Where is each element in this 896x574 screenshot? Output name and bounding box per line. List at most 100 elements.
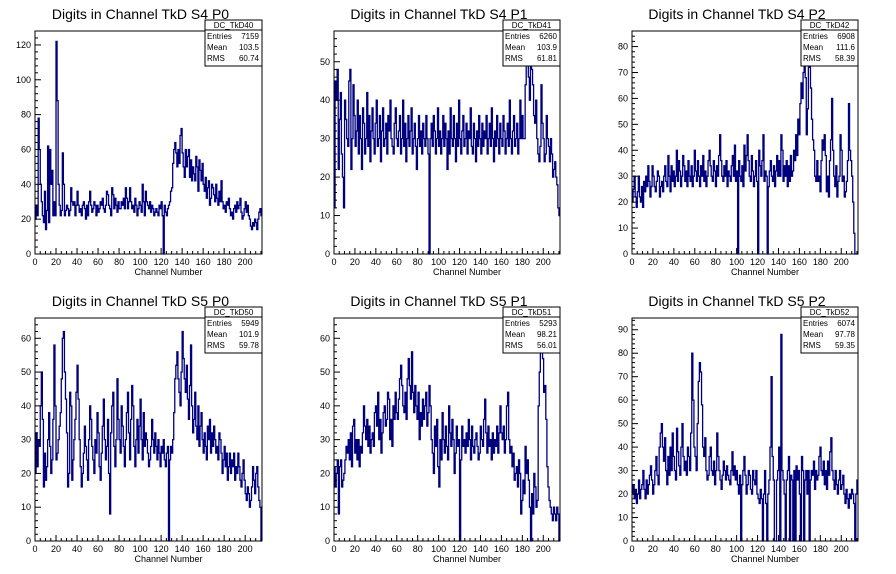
x-tick-label: 20	[350, 544, 360, 554]
x-tick-label: 20	[648, 257, 658, 267]
x-tick-label: 200	[238, 257, 253, 267]
histogram-series	[35, 330, 262, 542]
x-tick-label: 180	[515, 257, 530, 267]
y-tick-label: 90	[618, 325, 628, 335]
x-tick-label: 120	[452, 544, 467, 554]
x-tick-label: 200	[536, 257, 551, 267]
y-tick-label: 40	[21, 401, 31, 411]
y-tick-label: 10	[618, 223, 628, 233]
plot-frame	[631, 317, 859, 542]
x-tick-label: 80	[114, 544, 124, 554]
x-tick-label: 20	[51, 544, 61, 554]
x-tick-label: 60	[93, 257, 103, 267]
stats-value: 58.39	[835, 54, 856, 63]
stats-box-frame	[800, 306, 859, 354]
stats-label: Entries	[207, 319, 232, 328]
y-tick-label: 0	[623, 249, 628, 259]
stats-value: 59.35	[835, 341, 856, 350]
x-tick-label: 100	[431, 257, 446, 267]
panel-title: Digits in Channel TkD S4 P2	[648, 6, 825, 22]
y-tick-label: 80	[21, 110, 31, 120]
y-tick-label: 60	[21, 333, 31, 343]
x-tick-label: 60	[690, 257, 700, 267]
x-tick-label: 20	[350, 257, 360, 267]
stats-value: 103.9	[537, 43, 558, 52]
stats-label: Mean	[803, 330, 823, 339]
stats-name: DC_TkD41	[512, 21, 552, 30]
x-tick-label: 200	[238, 544, 253, 554]
stats-name: DC_TkD40	[214, 21, 254, 30]
histogram-series	[334, 330, 560, 542]
x-tick-label: 120	[750, 257, 765, 267]
y-tick-label: 0	[325, 536, 330, 546]
x-tick-label: 120	[154, 257, 169, 267]
x-tick-label: 160	[792, 544, 807, 554]
x-tick-label: 20	[51, 257, 61, 267]
x-axis-label: Channel Number	[134, 554, 202, 564]
stats-label: Mean	[505, 43, 525, 52]
y-tick-label: 20	[618, 489, 628, 499]
stats-value: 98.21	[537, 330, 558, 339]
stats-box: DC_TkD40 Entries 7159 Mean 103.5 RMS 60.74	[204, 19, 263, 67]
plot-frame	[333, 30, 561, 255]
plot-frame	[631, 30, 859, 255]
stats-value: 111.6	[836, 43, 855, 52]
x-tick-label: 140	[771, 544, 786, 554]
x-tick-label: 120	[452, 257, 467, 267]
stats-value: 60.74	[239, 54, 260, 63]
y-tick-label: 20	[21, 214, 31, 224]
x-axis-label: Channel Number	[731, 267, 799, 277]
stats-label: Entries	[803, 32, 828, 41]
stats-name: DC_TkD42	[810, 21, 850, 30]
y-tick-label: 40	[21, 179, 31, 189]
y-tick-label: 20	[618, 197, 628, 207]
x-tick-label: 100	[729, 544, 744, 554]
x-tick-label: 200	[536, 544, 551, 554]
x-tick-label: 80	[711, 257, 721, 267]
stats-label: Mean	[207, 330, 227, 339]
stats-value: 59.78	[239, 341, 260, 350]
x-tick-label: 160	[494, 257, 509, 267]
stats-label: Mean	[207, 43, 227, 52]
x-tick-label: 120	[750, 544, 765, 554]
stats-box: DC_TkD42 Entries 6908 Mean 111.6 RMS 58.39	[800, 19, 859, 67]
stats-value: 6260	[539, 32, 557, 41]
y-tick-label: 60	[618, 93, 628, 103]
stats-box: DC_TkD41 Entries 6260 Mean 103.9 RMS 61.81	[502, 19, 561, 67]
x-tick-label: 60	[392, 544, 402, 554]
histogram-panel: Digits in Channel TkD S5 P00 20 40 60 80 100 1…	[21, 293, 263, 564]
x-axis-label: Channel Number	[134, 267, 202, 277]
y-tick-label: 10	[320, 211, 330, 221]
stats-label: Mean	[505, 330, 525, 339]
y-tick-label: 50	[618, 119, 628, 129]
y-tick-label: 60	[618, 395, 628, 405]
x-axis-label: Channel Number	[433, 554, 501, 564]
y-tick-label: 120	[16, 40, 31, 50]
panel-title: Digits in Channel TkD S5 P1	[350, 293, 527, 309]
panel-title: Digits in Channel TkD S5 P0	[52, 293, 229, 309]
x-tick-label: 160	[792, 257, 807, 267]
x-tick-label: 180	[813, 257, 828, 267]
stats-name: DC_TkD51	[512, 308, 552, 317]
x-tick-label: 80	[114, 257, 124, 267]
stats-value: 97.78	[835, 330, 856, 339]
y-tick-label: 40	[320, 401, 330, 411]
y-tick-label: 30	[320, 435, 330, 445]
y-tick-label: 40	[618, 145, 628, 155]
x-axis-label: Channel Number	[433, 267, 501, 277]
y-tick-label: 70	[618, 372, 628, 382]
stats-box-frame	[502, 306, 561, 354]
stats-value: 5949	[241, 319, 259, 328]
histogram-panel: Digits in Channel TkD S4 P20 20 40 60 80 100 1…	[618, 6, 859, 277]
stats-label: Mean	[803, 43, 823, 52]
histogram-series	[35, 40, 262, 255]
histogram-series	[334, 38, 560, 255]
x-tick-label: 140	[473, 257, 488, 267]
stats-label: RMS	[505, 341, 523, 350]
x-tick-label: 100	[133, 257, 148, 267]
histogram-series	[632, 333, 858, 542]
y-tick-label: 80	[618, 42, 628, 52]
y-tick-label: 0	[26, 249, 31, 259]
x-tick-label: 180	[515, 544, 530, 554]
stats-value: 5293	[539, 319, 557, 328]
